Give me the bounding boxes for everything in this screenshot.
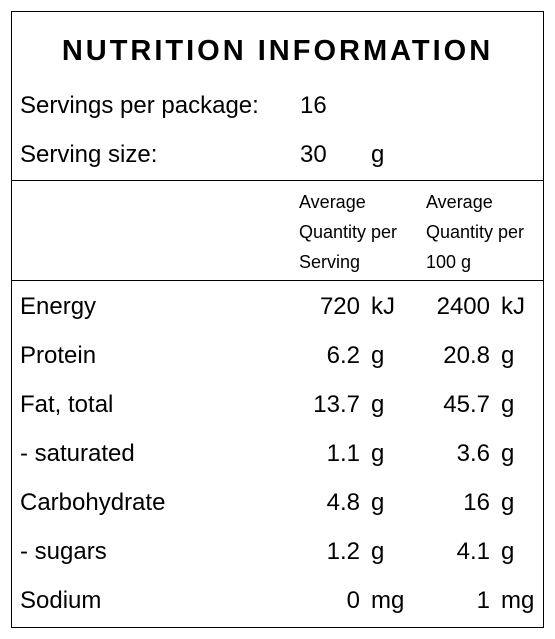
column-header-per-100g: Average Quantity per 100 g <box>426 187 524 277</box>
nutrient-name: Protein <box>20 342 97 369</box>
servings-per-package-value: 16 <box>300 92 327 119</box>
nutrient-name: - saturated <box>20 440 135 467</box>
per-100g-unit: g <box>501 391 515 418</box>
per-100g-unit: mg <box>501 587 535 614</box>
per-100g-value: 3.6 <box>456 440 490 467</box>
divider-header <box>12 280 543 281</box>
column-header-per-serving: Average Quantity per Serving <box>299 187 397 277</box>
per-100g-unit: kJ <box>501 293 525 320</box>
nutrient-name: - sugars <box>20 538 107 565</box>
per-serving-value: 13.7 <box>313 391 360 418</box>
per-100g-value: 20.8 <box>443 342 490 369</box>
column-header-line: Average <box>299 192 366 212</box>
per-100g-unit: g <box>501 440 515 467</box>
column-header-line: Quantity per <box>426 222 525 242</box>
per-100g-unit: g <box>501 538 515 565</box>
column-header-line: Average <box>426 192 493 212</box>
serving-size-label: Serving size: <box>20 141 158 168</box>
column-header-line: Quantity per <box>299 222 398 242</box>
panel-title: NUTRITION INFORMATION <box>61 35 494 67</box>
per-serving-value: 1.2 <box>326 538 360 565</box>
per-100g-value: 1 <box>476 587 490 614</box>
serving-size-unit: g <box>371 141 385 168</box>
divider-top <box>12 180 543 181</box>
nutrient-name: Sodium <box>20 587 102 614</box>
nutrient-name: Energy <box>20 293 97 320</box>
per-serving-value: 720 <box>319 293 360 320</box>
per-100g-value: 16 <box>463 489 490 516</box>
per-serving-unit: g <box>371 538 385 565</box>
column-header-line: 100 g <box>426 252 472 272</box>
nutrient-name: Carbohydrate <box>20 489 166 516</box>
per-serving-unit: g <box>371 342 385 369</box>
nutrition-panel: NUTRITION INFORMATION Servings per packa… <box>11 11 544 628</box>
per-serving-value: 4.8 <box>326 489 360 516</box>
per-100g-unit: g <box>501 489 515 516</box>
serving-size-value: 30 <box>300 141 327 168</box>
per-serving-value: 1.1 <box>326 440 360 467</box>
per-serving-unit: g <box>371 489 385 516</box>
per-serving-unit: g <box>371 391 385 418</box>
per-serving-unit: mg <box>371 587 405 614</box>
nutrient-name: Fat, total <box>20 391 114 418</box>
servings-per-package-label: Servings per package: <box>20 92 259 119</box>
per-serving-unit: g <box>371 440 385 467</box>
per-serving-unit: kJ <box>371 293 395 320</box>
per-100g-unit: g <box>501 342 515 369</box>
per-100g-value: 4.1 <box>456 538 490 565</box>
column-header-line: Serving <box>299 252 361 272</box>
per-serving-value: 6.2 <box>326 342 360 369</box>
per-serving-value: 0 <box>346 587 360 614</box>
per-100g-value: 2400 <box>436 293 490 320</box>
per-100g-value: 45.7 <box>443 391 490 418</box>
